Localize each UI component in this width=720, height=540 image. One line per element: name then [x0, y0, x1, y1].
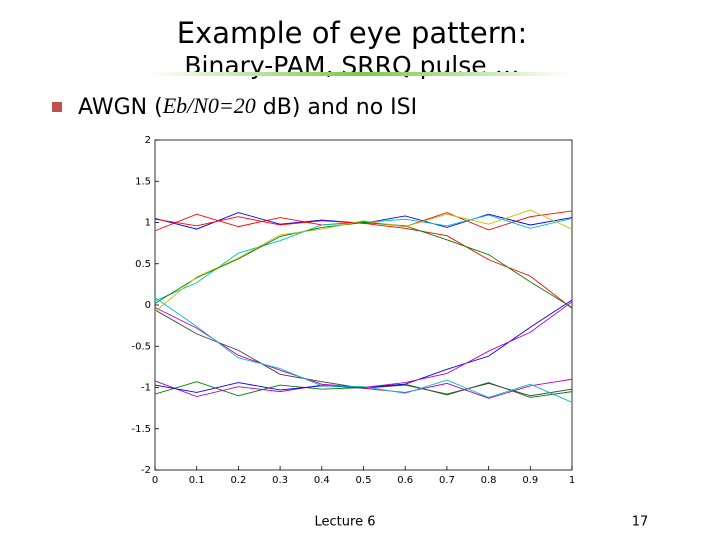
eye-trace	[154, 216, 573, 309]
y-tick-label: -0.5	[131, 341, 151, 352]
y-tick-label: 2	[145, 135, 151, 146]
plot-frame	[154, 139, 573, 471]
eye-trace	[154, 297, 573, 403]
y-tick-label: -1	[141, 383, 151, 394]
bullet-part: dB) and no ISI	[256, 95, 417, 120]
footer: Lecture 6	[315, 515, 376, 530]
y-tick-label: 0	[145, 300, 151, 311]
y-tick-label: 1.5	[135, 176, 151, 187]
x-tick-label: 0.7	[439, 475, 455, 486]
eye-trace	[154, 210, 573, 232]
y-tick-label: -2	[141, 465, 151, 476]
x-tick-label: 0	[152, 475, 158, 486]
page-number: 17	[632, 515, 649, 530]
bullet-part: AWGN (	[78, 95, 163, 120]
y-tick-label: -1.5	[131, 424, 151, 435]
chart: -2 -1.5 -1 -0.5 0 0.5 1 1.5 2 0 0.1 0.2 0.3 0.4 0.5 0.6…	[131, 135, 575, 486]
x-tick-label: 0.4	[314, 475, 330, 486]
y-tick-label: 0.5	[135, 259, 151, 270]
x-tick-label: 0.9	[522, 475, 538, 486]
eye-trace	[154, 209, 573, 312]
x-tick-label: 0.5	[356, 475, 372, 486]
y-tick-label: 1	[145, 218, 151, 229]
eye-trace	[154, 309, 573, 397]
x-tick-label: 0.1	[189, 475, 205, 486]
x-tick-label: 0.6	[397, 475, 413, 486]
bullet-part: Eb/N0=20	[162, 93, 256, 118]
eye-trace	[154, 222, 573, 308]
eye-trace	[154, 301, 573, 388]
x-tick-label: 0.2	[230, 475, 246, 486]
x-tick-label: 1	[569, 475, 575, 486]
x-tick-label: 0.8	[481, 475, 497, 486]
title-rule	[150, 72, 570, 76]
bullet-text: AWGN (Eb/N0=20 dB) and no ISI	[78, 93, 417, 120]
x-tick-label: 0.3	[272, 475, 288, 486]
title-line: Example of eye pattern:	[177, 16, 528, 50]
bullet-marker	[52, 102, 62, 112]
